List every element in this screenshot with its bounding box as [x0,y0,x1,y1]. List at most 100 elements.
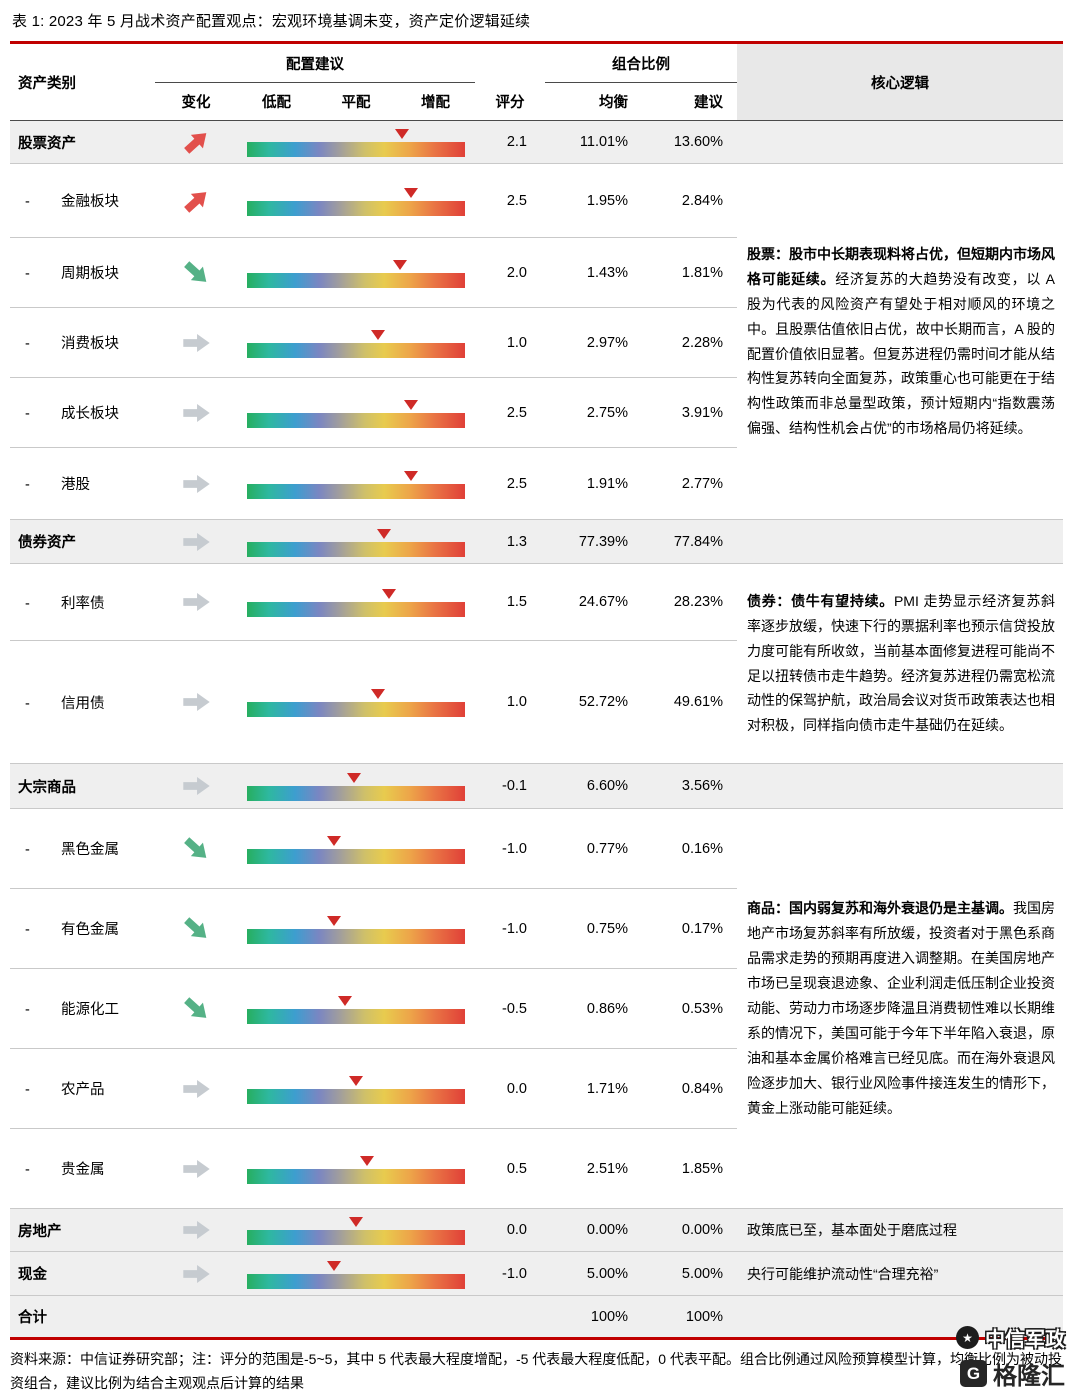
asset-name: 大宗商品 [18,779,76,796]
score-marker-icon [327,915,342,926]
allocation-gradient-bar [247,272,465,288]
arrow-flat-icon [181,775,212,797]
arrow-flat-icon [181,473,212,495]
balanced-cell: 2.51% [545,1128,640,1209]
asset-name: 成长板块 [61,406,119,422]
core-logic-cell-empty [737,763,1063,809]
table-row-credit-bonds: - 信用债 1.0 52.72% 49.61% [10,640,1063,764]
change-cell [155,888,237,969]
sub-bullet: - [25,1082,30,1098]
core-logic-bond: 债券：债牛有望持续。PMI 走势显示经济复苏斜率逐步放缓，快速下行的票据利率也预… [737,563,1063,764]
allocation-gradient-bar [247,1168,465,1184]
change-cell [155,1128,237,1209]
score-cell: -1.0 [475,888,545,969]
asset-name-cell: 房地产 [10,1208,155,1252]
core-logic-real-estate: 政策底已至，基本面处于磨底过程 [737,1208,1063,1252]
sub-bullet: - [25,842,30,858]
score-marker-icon [403,187,418,198]
change-cell [155,307,237,378]
score-cell [475,1295,545,1339]
balanced-cell: 11.01% [545,120,640,164]
allocation-gradient-bar [247,1230,465,1245]
score-marker-icon [370,689,385,699]
allocation-gradient-bar [247,342,465,358]
allocation-bar-cell [237,1208,475,1252]
change-cell [155,1295,237,1339]
asset-name: 能源化工 [61,1002,119,1018]
change-cell [155,563,237,641]
core-logic-cell-empty [737,1295,1063,1339]
arrow-flat-icon [181,402,212,424]
sub-bullet: - [25,695,30,712]
score-cell: 2.5 [475,377,545,448]
score-cell: 2.1 [475,120,545,164]
score-marker-icon [377,528,392,539]
change-cell [155,519,237,564]
col-header-balanced: 均衡 [545,82,640,121]
allocation-bar-cell [237,163,475,238]
asset-name-cell: - 贵金属 [10,1128,155,1209]
change-cell [155,763,237,809]
col-header-suggested: 建议 [640,82,737,121]
logic-equity-body: 经济复苏的大趋势没有改变，以 A 股为代表的风险资产有望处于相对顺风的环境之中。… [747,270,1055,437]
core-logic-commodity: 商品：国内弱复苏和海外衰退仍是主基调。我国房地产市场复苏斜率有所放缓，投资者对于… [737,808,1063,1209]
suggested-cell: 2.28% [640,307,737,378]
score-marker-icon [349,1075,363,1086]
suggested-cell: 5.00% [640,1251,737,1296]
table-row-precious-metals: - 贵金属 0.5 2.51% 1.85% [10,1128,1063,1209]
table-row-energy-chemicals: - 能源化工 -0.5 0.86% 0.53% [10,968,1063,1049]
sub-bullet: - [25,595,30,612]
table-row-commodities: 大宗商品 -0.1 6.60% 3.56% [10,763,1063,809]
score-cell: -0.5 [475,968,545,1049]
sub-bullet: - [25,477,30,493]
score-marker-icon [327,1260,342,1271]
table-row-nonferrous-metals: - 有色金属 -1.0 0.75% 0.17% [10,888,1063,969]
col-header-portfolio-ratio: 组合比例 [545,42,737,83]
balanced-cell: 0.86% [545,968,640,1049]
asset-name-cell: 债券资产 [10,519,155,564]
asset-name-cell: - 金融板块 [10,163,155,238]
watermark-gelonghui: G 格隆汇 [956,1356,1065,1391]
arrow-flat-icon [181,1078,212,1100]
col-header-underweight: 低配 [237,82,316,121]
allocation-bar-cell [237,968,475,1049]
header-row-groups: 资产类别 配置建议 组合比例 核心逻辑 [10,42,1063,121]
suggested-cell: 1.81% [640,237,737,308]
asset-name-cell: - 能源化工 [10,968,155,1049]
allocation-gradient-bar [247,848,465,864]
table-row-agriculture: - 农产品 0.0 1.71% 0.84% [10,1048,1063,1129]
allocation-bar-cell [237,1251,475,1296]
change-cell [155,120,237,164]
allocation-bar-cell [237,808,475,889]
allocation-bar-cell [237,237,475,308]
logic-bond-body: PMI 走势显示经济复苏斜率逐步放缓，快速下行的票据利率也预示信贷投放力度可能有… [747,592,1056,734]
balanced-cell: 1.71% [545,1048,640,1129]
asset-name: 现金 [18,1267,47,1283]
allocation-table: 资产类别 配置建议 组合比例 核心逻辑 变化 低配 平配 增配 评分 均衡 建议… [10,41,1063,1340]
allocation-bar-cell [237,447,475,520]
balanced-cell: 0.75% [545,888,640,969]
score-cell: 1.3 [475,519,545,564]
score-marker-icon [381,589,396,599]
change-cell [155,640,237,764]
table-row-total: 合计 100% 100% [10,1295,1063,1339]
balanced-cell: 0.00% [545,1208,640,1252]
allocation-bar-cell [237,888,475,969]
score-cell: -1.0 [475,808,545,889]
asset-name-cell: - 有色金属 [10,888,155,969]
asset-name: 合计 [18,1310,47,1326]
core-logic-equity: 股票：股市中长期表现料将占优，但短期内市场风格可能延续。经济复苏的大趋势没有改变… [737,163,1063,520]
balanced-cell: 100% [545,1295,640,1339]
balanced-cell: 1.95% [545,163,640,238]
balanced-cell: 1.43% [545,237,640,308]
sub-bullet: - [25,1002,30,1018]
arrow-flat-icon [181,691,212,713]
balanced-cell: 77.39% [545,519,640,564]
table-row-financial: - 金融板块 2.5 1.95% 2.84% 股票：股市中长期表现料将占优，但短期… [10,163,1063,520]
suggested-cell: 13.60% [640,120,737,164]
table-row-ferrous-metals: - 黑色金属 -1.0 0.77% 0.16% 商品：国内弱复苏和海外衰退仍是主基… [10,808,1063,1209]
asset-name: 信用债 [61,695,105,712]
table-header: 资产类别 配置建议 组合比例 核心逻辑 变化 低配 平配 增配 评分 均衡 建议 [10,42,1063,121]
asset-name: 房地产 [18,1223,62,1240]
